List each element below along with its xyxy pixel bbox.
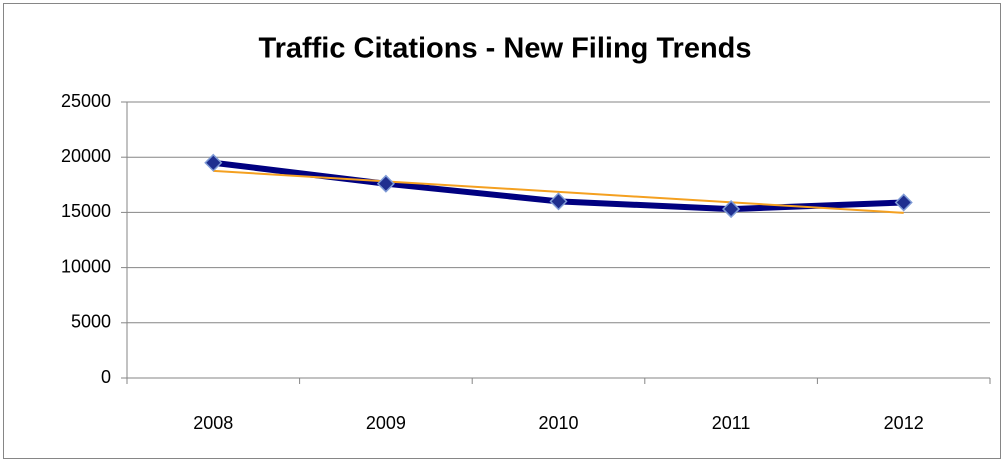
data-point bbox=[894, 193, 913, 212]
x-tick-label: 2008 bbox=[193, 413, 233, 433]
y-tick-label: 25000 bbox=[61, 91, 111, 111]
data-point bbox=[549, 192, 568, 211]
y-tick-label: 5000 bbox=[71, 312, 111, 332]
marks bbox=[204, 153, 913, 219]
y-tick-label: 10000 bbox=[61, 256, 111, 276]
grid bbox=[127, 101, 990, 324]
x-tick-label: 2012 bbox=[884, 413, 924, 433]
x-tick-label: 2010 bbox=[538, 413, 578, 433]
chart-border bbox=[3, 3, 1001, 459]
y-tick-label: 15000 bbox=[61, 201, 111, 221]
x-tick-label: 2011 bbox=[712, 413, 751, 433]
data-point bbox=[376, 174, 395, 193]
y-tick-label: 0 bbox=[101, 367, 111, 387]
y-tick-label: 20000 bbox=[61, 146, 111, 166]
chart-title: Traffic Citations - New Filing Trends bbox=[258, 33, 751, 65]
data-point bbox=[204, 153, 223, 172]
x-tick-label: 2009 bbox=[366, 413, 406, 433]
data-point bbox=[722, 200, 741, 219]
trendline bbox=[213, 169, 904, 214]
axes: 0 5000 10000 15000 20000 25000 2008 2009 2010 201… bbox=[61, 91, 991, 433]
